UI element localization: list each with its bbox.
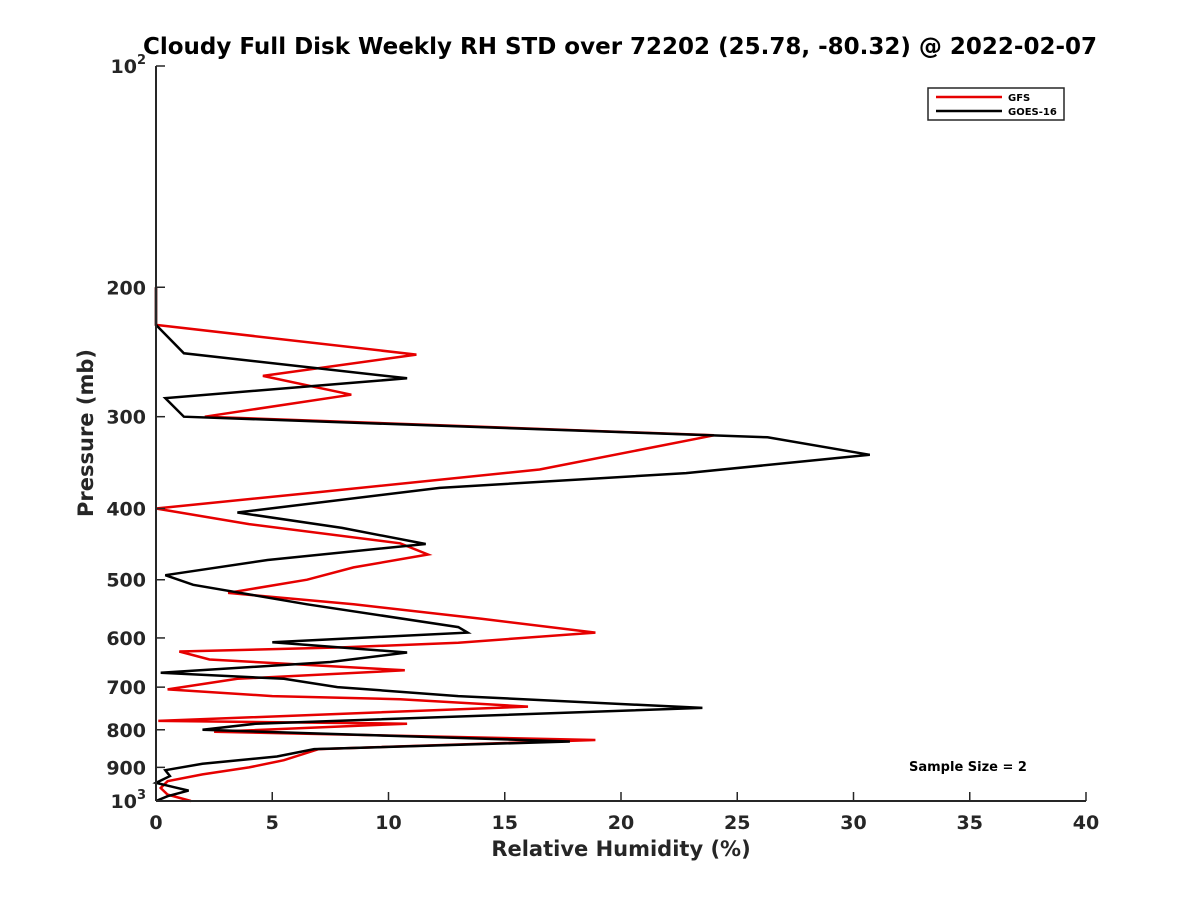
x-tick-label: 0 bbox=[149, 812, 162, 834]
x-tick-label: 20 bbox=[608, 812, 634, 834]
legend-box bbox=[927, 87, 1065, 121]
y-ticks: 102 200 300 400 500 600 700 800 900 103 bbox=[106, 53, 165, 813]
x-tick-label: 30 bbox=[840, 812, 866, 834]
x-tick-label: 40 bbox=[1073, 812, 1099, 834]
y-tick-label: 102 bbox=[111, 53, 147, 78]
series-line-goes-16 bbox=[152, 287, 871, 803]
x-tick-label: 25 bbox=[724, 812, 750, 834]
y-tick-label: 400 bbox=[106, 499, 146, 521]
x-tick-label: 35 bbox=[957, 812, 983, 834]
x-tick-label: 5 bbox=[266, 812, 279, 834]
legend: GFS GOES-16 bbox=[927, 87, 1065, 121]
x-tick-label: 10 bbox=[375, 812, 401, 834]
legend-label-goes-16: GOES-16 bbox=[1008, 107, 1057, 118]
y-tick-label: 900 bbox=[106, 757, 146, 779]
y-tick-label: 103 bbox=[111, 788, 147, 813]
x-tick-label: 15 bbox=[492, 812, 518, 834]
series-line-gfs bbox=[154, 287, 715, 803]
x-ticks: 0 5 10 15 20 25 30 35 40 bbox=[149, 792, 1099, 834]
x-axis-label: Relative Humidity (%) bbox=[491, 837, 750, 861]
y-tick-label: 300 bbox=[106, 407, 146, 429]
y-tick-label: 200 bbox=[106, 277, 146, 299]
y-tick-label: 800 bbox=[106, 720, 146, 742]
y-tick-label: 600 bbox=[106, 628, 146, 650]
chart-title: Cloudy Full Disk Weekly RH STD over 7220… bbox=[143, 34, 1097, 60]
y-axis-label: Pressure (mb) bbox=[74, 349, 98, 517]
sample-size-annotation: Sample Size = 2 bbox=[909, 760, 1027, 775]
series-layer bbox=[152, 287, 871, 803]
y-tick-label: 500 bbox=[106, 570, 146, 592]
y-tick-label: 700 bbox=[106, 677, 146, 699]
legend-label-gfs: GFS bbox=[1008, 93, 1030, 104]
